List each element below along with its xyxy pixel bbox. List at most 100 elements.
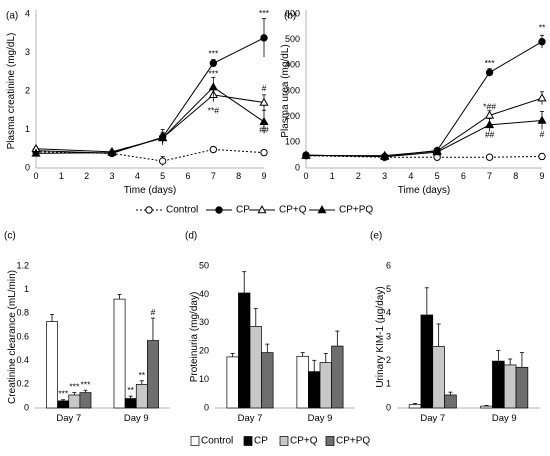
data-point bbox=[485, 153, 494, 161]
y-tick-label: 0.8 bbox=[16, 308, 29, 318]
y-axis-title: Proteinuria (mg/day) bbox=[189, 292, 200, 383]
y-tick-label: 1 bbox=[25, 124, 30, 134]
legend-swatch bbox=[190, 436, 200, 446]
x-tick-label: 8 bbox=[236, 171, 241, 181]
significance-label: ** bbox=[539, 23, 546, 33]
y-tick-label: 2 bbox=[25, 85, 30, 95]
series-cp bbox=[302, 34, 546, 161]
panel-tag: (a) bbox=[6, 11, 18, 22]
panel-tag: (d) bbox=[185, 231, 197, 242]
y-tick-label: 0.4 bbox=[16, 355, 29, 365]
panel-b-urea-chart: (b) 0 100 200 300 400 500 600 0 1 2 3 4 5 6 7 8 9 Time (da… bbox=[280, 8, 547, 196]
y-tick-label: 0.2 bbox=[16, 379, 29, 389]
y-tick-label: 0 bbox=[24, 402, 29, 412]
category-label: Day 7 bbox=[420, 413, 445, 424]
bar-cp-q bbox=[503, 364, 517, 409]
legend-swatch bbox=[243, 436, 253, 446]
y-tick-label: 4 bbox=[386, 308, 391, 318]
y-tick-label: 50 bbox=[199, 260, 209, 270]
y-axis-title: Plasma urea (mg/dL) bbox=[280, 44, 291, 137]
series-line bbox=[35, 149, 265, 162]
significance-label: *** bbox=[208, 48, 219, 58]
legend-label: CP+Q bbox=[290, 436, 318, 447]
data-point bbox=[209, 145, 218, 154]
x-tick-label: 0 bbox=[33, 171, 38, 181]
y-tick-label: 0.6 bbox=[16, 331, 29, 341]
panel-e-kim1-chart: (e) 0 1 2 3 4 5 6 Urinary KIM-1 (µg/day) Day 7 Day… bbox=[370, 231, 540, 424]
x-tick-label: 1 bbox=[330, 171, 335, 181]
data-point bbox=[208, 82, 218, 91]
bar-cp-q bbox=[135, 383, 148, 409]
bar-control bbox=[226, 356, 239, 409]
bar-cp-q bbox=[68, 394, 81, 409]
bar-cp-pq bbox=[79, 392, 92, 409]
category-label: Day 7 bbox=[56, 413, 81, 424]
panel-tag: (b) bbox=[284, 11, 296, 22]
y-tick-label: 0 bbox=[295, 162, 300, 172]
category-label: Day 9 bbox=[124, 413, 149, 424]
y-tick-label: 1.2 bbox=[16, 260, 29, 270]
category-label: Day 7 bbox=[238, 413, 263, 424]
y-tick-label: 200 bbox=[285, 111, 300, 121]
bar-cp bbox=[420, 314, 434, 409]
bar-control bbox=[113, 298, 126, 409]
series-line bbox=[305, 120, 543, 158]
bar-cp-q bbox=[249, 326, 262, 409]
bar-cp bbox=[492, 360, 505, 409]
legend-label: CP bbox=[236, 205, 250, 216]
series-cp-q bbox=[31, 87, 269, 156]
series-cp-pq bbox=[31, 77, 269, 157]
x-tick-label: 3 bbox=[382, 171, 387, 181]
series-line bbox=[305, 41, 543, 157]
x-tick-label: 0 bbox=[303, 171, 308, 181]
significance-label: *## bbox=[483, 101, 496, 111]
line-chart-legend: Control CP CP+Q CP+PQ bbox=[136, 205, 373, 216]
significance-label: ## bbox=[259, 125, 269, 135]
bar-cp-q bbox=[319, 362, 332, 409]
x-tick-label: 8 bbox=[513, 171, 518, 181]
x-tick-label: 5 bbox=[160, 171, 165, 181]
data-point bbox=[538, 152, 546, 161]
significance-label: *** bbox=[485, 58, 496, 68]
legend-swatch bbox=[325, 436, 335, 446]
bar-cp-q bbox=[432, 346, 445, 409]
y-tick-label: 600 bbox=[285, 8, 300, 18]
series-line bbox=[35, 94, 265, 153]
significance-label: *** bbox=[259, 8, 270, 18]
y-tick-label: 40 bbox=[199, 289, 209, 299]
bar-chart-legend: Control CP CP+Q CP+PQ bbox=[190, 436, 370, 447]
x-tick-label: 2 bbox=[356, 171, 361, 181]
significance-label: ## bbox=[485, 130, 495, 140]
category-label: Day 9 bbox=[308, 413, 333, 424]
bar-cp bbox=[124, 398, 137, 409]
panel-tag: (e) bbox=[370, 231, 382, 242]
bar-control bbox=[408, 404, 422, 409]
legend-label: CP+PQ bbox=[339, 205, 373, 216]
significance-label: *** bbox=[69, 382, 80, 392]
bar-cp-pq bbox=[444, 394, 457, 409]
data-point bbox=[259, 97, 269, 106]
significance-label: *** bbox=[208, 68, 219, 78]
data-point bbox=[158, 157, 167, 165]
bar-cp-pq bbox=[515, 366, 529, 409]
series-line bbox=[305, 155, 543, 158]
legend-swatch bbox=[279, 436, 289, 446]
legend-label: CP+Q bbox=[279, 205, 307, 216]
series-cp-q bbox=[301, 91, 547, 159]
bar-cp bbox=[57, 400, 70, 409]
x-tick-label: 3 bbox=[109, 171, 114, 181]
y-tick-label: 20 bbox=[199, 346, 209, 356]
significance-label: # bbox=[151, 307, 156, 317]
significance-label: *** bbox=[58, 389, 69, 399]
data-point bbox=[260, 34, 268, 42]
data-point bbox=[538, 38, 546, 46]
data-point bbox=[485, 119, 495, 129]
legend-marker bbox=[215, 206, 223, 214]
y-tick-label: 0 bbox=[386, 402, 391, 412]
legend-label: CP bbox=[254, 436, 268, 447]
y-tick-label: 3 bbox=[25, 47, 30, 57]
x-tick-label: 9 bbox=[261, 171, 266, 181]
legend-label: Control bbox=[166, 205, 198, 216]
data-point bbox=[209, 59, 218, 67]
